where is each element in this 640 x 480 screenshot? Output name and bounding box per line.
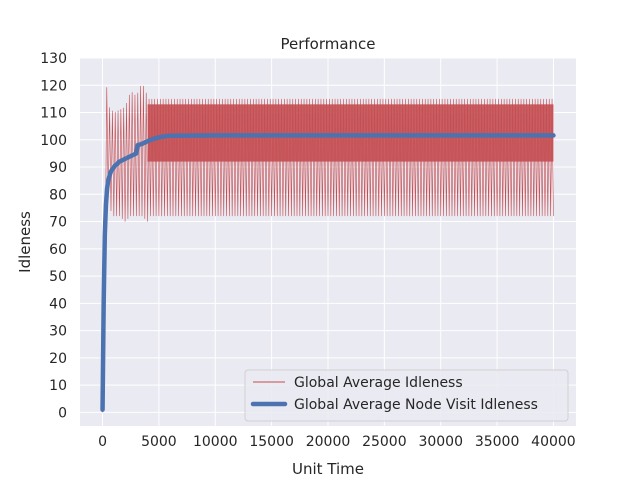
x-tick-label: 35000	[475, 434, 520, 450]
x-tick-label: 25000	[362, 434, 407, 450]
y-tick-label: 40	[49, 296, 67, 312]
y-tick-label: 110	[40, 106, 67, 122]
y-tick-label: 130	[40, 51, 67, 67]
y-tick-label: 20	[49, 351, 67, 367]
node-visit-idleness-line	[100, 133, 556, 412]
x-axis-label: Unit Time	[292, 460, 364, 478]
y-tick-label: 80	[49, 187, 67, 203]
y-tick-label: 10	[49, 378, 67, 394]
y-tick-label: 90	[49, 160, 67, 176]
chart-title: Performance	[280, 35, 375, 53]
y-tick-label: 30	[49, 324, 67, 340]
y-tick-label: 0	[58, 405, 67, 421]
x-tick-label: 10000	[193, 434, 238, 450]
idleness-line	[102, 85, 554, 413]
series-global-average-node-visit-idleness	[100, 133, 556, 412]
idleness-dense-band	[147, 104, 554, 162]
x-tick-label: 0	[98, 434, 107, 450]
legend-label-global-average-node-visit-idleness: Global Average Node Visit Idleness	[294, 397, 538, 413]
x-tick-label: 5000	[141, 434, 177, 450]
x-tick-label: 15000	[249, 434, 294, 450]
x-axis-ticks: 0 5000 10000 15000 20000 25000 30000 35000 40000	[98, 434, 576, 450]
series-global-average-idleness	[102, 85, 554, 413]
y-tick-label: 60	[49, 242, 67, 258]
x-tick-label: 20000	[306, 434, 351, 450]
y-axis-label: Idleness	[16, 211, 34, 273]
legend-label-global-average-idleness: Global Average Idleness	[294, 375, 463, 391]
x-tick-label: 30000	[418, 434, 463, 450]
y-tick-label: 100	[40, 133, 67, 149]
legend: Global Average Idleness Global Average N…	[244, 369, 569, 422]
y-tick-label: 120	[40, 78, 67, 94]
y-axis-ticks: 0 10 20 30 40 50 60 70 80 90 100 110 120 130	[40, 51, 67, 421]
y-tick-label: 70	[49, 215, 67, 231]
x-tick-label: 40000	[531, 434, 576, 450]
y-tick-label: 50	[49, 269, 67, 285]
legend-box	[244, 369, 569, 422]
